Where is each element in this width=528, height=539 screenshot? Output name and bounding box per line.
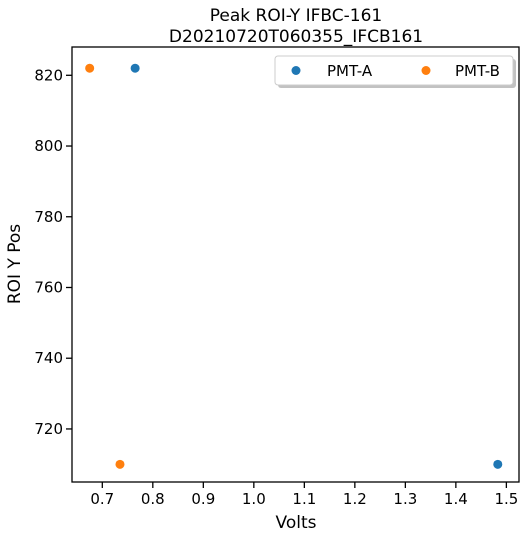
x-tick-label: 1.3 (393, 490, 417, 508)
y-tick-label: 780 (34, 208, 63, 226)
x-axis-label: Volts (276, 513, 317, 533)
legend-label-pmt-b: PMT-B (455, 62, 500, 80)
point-pmt-b (85, 63, 95, 73)
legend-marker-pmt-a (291, 66, 301, 75)
point-pmt-a (493, 459, 503, 469)
chart-title: Peak ROI-Y IFBC-161 (210, 6, 383, 26)
x-tick-label: 0.8 (141, 490, 165, 508)
x-tick-label: 0.7 (90, 490, 114, 508)
point-pmt-b (115, 459, 125, 469)
x-tick-label: 0.9 (191, 490, 215, 508)
y-tick-label: 800 (34, 137, 63, 155)
x-tick-label: 1.1 (292, 490, 316, 508)
x-tick-label: 1.0 (242, 490, 266, 508)
plot-area (71, 46, 520, 483)
data-points (85, 63, 503, 469)
y-tick-label: 760 (34, 278, 63, 296)
legend-label-pmt-a: PMT-A (327, 62, 373, 80)
x-tick-label: 1.5 (494, 490, 518, 508)
y-tick-label: 740 (34, 349, 63, 367)
chart-subtitle: D20210720T060355_IFCB161 (169, 27, 423, 47)
y-axis: 720 740 760 780 800 820 (34, 66, 72, 438)
point-pmt-a (130, 63, 140, 73)
x-tick-label: 1.2 (343, 490, 367, 508)
y-axis-label: ROI Y Pos (5, 224, 25, 304)
y-tick-label: 820 (34, 66, 63, 84)
y-tick-label: 720 (34, 420, 63, 438)
legend-marker-pmt-b (421, 66, 431, 75)
legend: PMT-A PMT-B (274, 55, 516, 88)
x-tick-label: 1.4 (444, 490, 468, 508)
x-axis: 0.7 0.8 0.9 1.0 1.1 1.2 1.3 1.4 1.5 (90, 482, 518, 508)
